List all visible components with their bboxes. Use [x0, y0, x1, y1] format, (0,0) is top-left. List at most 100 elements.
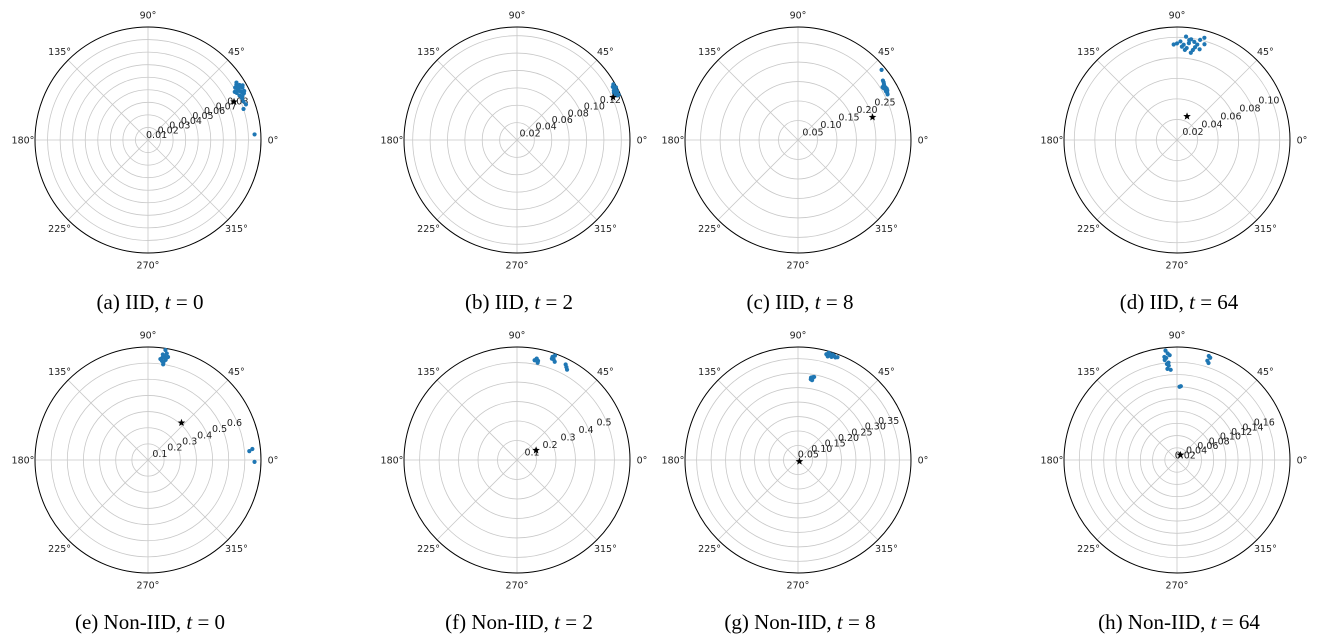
radius-tick-label: 0.20 [856, 105, 877, 116]
polar-plot: 0° 45° 90° 135° 180° 225° 270° 315° 0.010.020.03… [12, 11, 279, 272]
angle-tick-label: 270° [506, 261, 529, 272]
caption-variable: t [186, 610, 193, 634]
angle-tick-label: 225° [1077, 224, 1100, 235]
radius-tick-label: 0.06 [204, 106, 225, 117]
data-point [1168, 367, 1173, 372]
angle-tick-label: 45° [1257, 367, 1274, 378]
radius-tick-label: 0.04 [1201, 119, 1222, 130]
polar-panel-h: 0° 45° 90° 135° 180° 225° 270° 315° 0.02 0.04 0.06… [1029, 320, 1327, 640]
polar-plot: 0° 45° 90° 135° 180° 225° 270° 315° 0.10.20.30.4… [12, 331, 279, 592]
angle-tick-label: 135° [417, 47, 440, 58]
polar-frame [403, 346, 631, 574]
angle-tick-label: 270° [137, 261, 160, 272]
radius-tick-label: 0.15 [838, 113, 859, 124]
angular-gridline [67, 139, 149, 221]
polar-panel-d: 0° 45° 90° 135° 180° 225° 270° 315° 0.02 0.04 0.06… [1029, 0, 1327, 320]
angle-tick-label: 0° [637, 136, 648, 147]
angle-tick-label: 0° [918, 456, 929, 467]
data-point [885, 92, 890, 97]
star-marker [1176, 450, 1185, 459]
data-point [611, 82, 616, 87]
data-point [1187, 37, 1192, 43]
angle-tick-label: 270° [787, 581, 810, 592]
angular-gridline [516, 139, 598, 221]
angle-tick-label: 315° [1254, 544, 1277, 555]
angle-tick-label: 45° [878, 47, 895, 58]
angle-tick-label: 225° [48, 224, 71, 235]
data-point [835, 355, 840, 360]
radius-tick-label: 0.03 [169, 121, 190, 132]
angle-tick-label: 45° [228, 47, 245, 58]
angle-tick-label: 315° [875, 544, 898, 555]
radius-tick-label: 0.02 [1182, 127, 1203, 138]
angle-tick-label: 90° [509, 11, 526, 22]
star-marker [609, 93, 617, 101]
caption-variable: t [1210, 610, 1217, 634]
angle-tick-label: 45° [1257, 47, 1274, 58]
radius-tick-label: 0.15 [825, 438, 846, 449]
angle-tick-label: 135° [417, 367, 440, 378]
radius-tick-label: 0.16 [1254, 418, 1275, 429]
radius-tick-label: 0.08 [1209, 436, 1230, 447]
angular-gridline [797, 139, 879, 221]
radius-tick-label: 0.14 [1242, 422, 1263, 433]
data-point [237, 82, 242, 88]
radius-tick-label: 0.04 [536, 122, 557, 133]
angle-tick-label: 315° [1254, 224, 1277, 235]
polar-panel-g: 0° 45° 90° 135° 180° 225° 270° 315° 0.05 0.10 0.15… [650, 320, 950, 640]
data-point [242, 88, 247, 94]
angle-tick-label: 270° [137, 581, 160, 592]
radius-tick-label: 0.08 [227, 97, 248, 108]
polar-frame [684, 26, 912, 254]
angular-gridline [717, 459, 799, 541]
angle-tick-label: 180° [1041, 136, 1064, 147]
radius-tick-label: 0.35 [878, 416, 899, 427]
angle-tick-label: 225° [698, 544, 721, 555]
radius-tick-label: 0.10 [820, 120, 841, 131]
angular-gridline [1096, 379, 1178, 461]
radius-tick-label: 0.01 [146, 130, 167, 141]
radius-tick-label: 0.05 [802, 128, 823, 139]
angle-tick-label: 0° [918, 136, 929, 147]
data-point [232, 89, 237, 95]
polar-panel-e: 0° 45° 90° 135° 180° 225° 270° 315° 0.1 0.2 0.3 0.4… [0, 320, 300, 640]
radius-tick-label: 0.20 [838, 433, 859, 444]
caption-value: = 2 [540, 290, 574, 314]
data-point [252, 459, 257, 464]
caption-label: (b) IID, [464, 290, 535, 314]
angle-tick-label: 180° [662, 136, 685, 147]
angular-gridline [436, 379, 518, 461]
polar-frame [34, 26, 262, 254]
data-point [1163, 348, 1168, 353]
data-point [1183, 34, 1189, 39]
caption-label: (c) IID, [746, 290, 815, 314]
angular-gridline [67, 59, 149, 141]
data-point [1192, 39, 1197, 44]
radius-tick-label: 0.1 [152, 449, 167, 460]
polar-panel-a: 0° 45° 90° 135° 180° 225° 270° 315° 0.01 0.02 0.03… [0, 0, 300, 320]
caption-value: = 0 [192, 610, 226, 634]
radius-tick-label: 0.10 [1258, 96, 1279, 107]
data-point [552, 359, 557, 364]
radius-tick-label: 0.1 [524, 448, 539, 459]
angular-gridline [147, 59, 229, 141]
angle-tick-label: 0° [637, 456, 648, 467]
angle-tick-label: 180° [12, 136, 35, 147]
angle-tick-label: 315° [875, 224, 898, 235]
radius-tick-label: 0.02 [1175, 450, 1196, 461]
data-point [535, 360, 540, 365]
caption-label: (g) Non-IID, [724, 610, 837, 634]
angle-tick-label: 270° [787, 261, 810, 272]
angle-tick-label: 225° [48, 544, 71, 555]
subfigure-caption: (f) Non-IID, t = 2 [369, 610, 669, 635]
subfigure-caption: (g) Non-IID, t = 8 [650, 610, 950, 635]
polar-plot: 0° 45° 90° 135° 180° 225° 270° 315° 0.020.040.06… [381, 11, 648, 272]
data-point [243, 102, 249, 107]
angle-tick-label: 135° [698, 367, 721, 378]
star-marker [532, 446, 540, 454]
star-marker [868, 113, 877, 121]
radius-tick-label: 0.05 [798, 449, 819, 460]
data-point [235, 86, 240, 91]
angle-tick-label: 90° [140, 331, 157, 342]
radius-tick-label: 0.6 [227, 418, 242, 429]
